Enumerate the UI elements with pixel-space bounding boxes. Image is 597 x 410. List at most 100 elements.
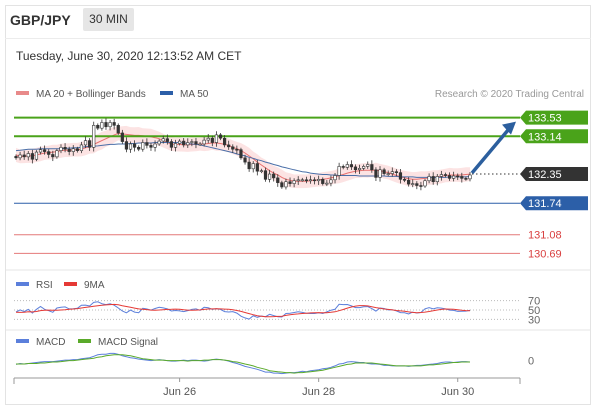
- macd-tick-label: 0: [528, 356, 534, 368]
- candle: [92, 125, 96, 148]
- candle: [468, 174, 472, 180]
- candle: [452, 175, 456, 179]
- candle: [251, 163, 255, 170]
- candle: [325, 182, 329, 185]
- bollinger-band: [16, 125, 470, 189]
- legend-swatch: [16, 282, 29, 286]
- legend-label: MACD Signal: [98, 337, 158, 348]
- candle: [124, 141, 129, 150]
- candle: [366, 164, 370, 167]
- candle: [443, 174, 448, 176]
- candle: [55, 150, 59, 158]
- candle: [353, 166, 358, 171]
- candle: [296, 179, 300, 182]
- ma20-line: [15, 132, 471, 182]
- candle: [157, 140, 161, 145]
- candle: [149, 145, 153, 148]
- candle: [38, 149, 43, 153]
- candle: [145, 142, 149, 146]
- candle: [161, 138, 165, 142]
- candle: [14, 156, 18, 159]
- candle: [210, 137, 214, 143]
- candle: [329, 179, 333, 184]
- candle: [464, 178, 468, 180]
- candle: [284, 181, 288, 188]
- candle: [178, 140, 182, 144]
- candle: [362, 166, 366, 169]
- candle: [165, 138, 169, 142]
- legend-swatch: [64, 282, 77, 286]
- legend-label: MA 50: [180, 89, 209, 100]
- candle: [186, 142, 190, 146]
- forecast-arrowhead: [502, 121, 516, 135]
- candle: [267, 173, 272, 180]
- candle: [276, 177, 280, 183]
- header-divider: [5, 38, 591, 39]
- candle: [349, 164, 353, 168]
- candle: [337, 166, 341, 176]
- candle: [259, 170, 264, 173]
- level-label-133-14: 133.14: [528, 131, 562, 143]
- candle: [423, 180, 427, 187]
- ma50-line: [15, 142, 471, 178]
- legend: MA 20 + Bollinger Bands MA 50 Research © 2…: [6, 89, 590, 331]
- candle: [190, 141, 194, 143]
- candle: [460, 176, 464, 179]
- candle: [18, 154, 22, 159]
- level-tag-133-53: [520, 110, 588, 125]
- candle: [292, 180, 296, 184]
- candle: [108, 122, 112, 128]
- candle: [382, 169, 386, 174]
- candle: [345, 164, 349, 168]
- macd-panel: MACD MACD Signal 0: [15, 337, 534, 375]
- candle: [398, 172, 403, 180]
- x-tick-label: Jun 30: [441, 386, 474, 398]
- legend-swatch: [16, 339, 29, 343]
- legend-label: 9MA: [84, 280, 105, 291]
- candle: [51, 154, 55, 158]
- candle: [173, 143, 178, 148]
- legend-swatch: [16, 91, 29, 95]
- price-panel: 133.53 133.14 132.35 131.74 131.08 130.69: [14, 110, 588, 260]
- time-axis: Jun 26 Jun 28 Jun 30: [13, 377, 521, 398]
- candle: [411, 183, 415, 185]
- candle: [133, 143, 137, 148]
- candle: [47, 151, 51, 155]
- candle: [312, 179, 317, 182]
- candle: [104, 122, 108, 128]
- rsi-tick-label: 50: [528, 305, 540, 317]
- candle: [71, 148, 75, 152]
- candle: [198, 143, 202, 146]
- timeframe-button[interactable]: 30 MIN: [83, 8, 134, 31]
- candle: [394, 171, 398, 173]
- candle: [317, 179, 321, 182]
- candle: [128, 143, 133, 150]
- x-tick-label: Jun 28: [302, 386, 335, 398]
- candle: [402, 179, 407, 181]
- candle: [96, 125, 100, 129]
- candle: [67, 148, 71, 152]
- candle: [415, 183, 419, 186]
- candle: [280, 182, 284, 188]
- candle: [227, 144, 231, 148]
- candle: [218, 134, 223, 139]
- candle: [447, 175, 452, 179]
- candle: [321, 179, 325, 184]
- candle: [439, 174, 443, 177]
- candle: [214, 134, 219, 143]
- candle: [407, 179, 411, 185]
- candle: [75, 148, 79, 151]
- candle: [43, 149, 47, 152]
- candle: [263, 170, 268, 180]
- candle: [34, 151, 39, 160]
- candle: [239, 149, 243, 159]
- candle: [112, 122, 116, 126]
- candle: [333, 175, 337, 181]
- candle: [26, 153, 30, 158]
- candle: [390, 171, 394, 174]
- candle: [79, 144, 84, 151]
- level-tag-132-35: [520, 167, 588, 182]
- candle: [378, 169, 382, 178]
- chart-frame: [5, 5, 591, 405]
